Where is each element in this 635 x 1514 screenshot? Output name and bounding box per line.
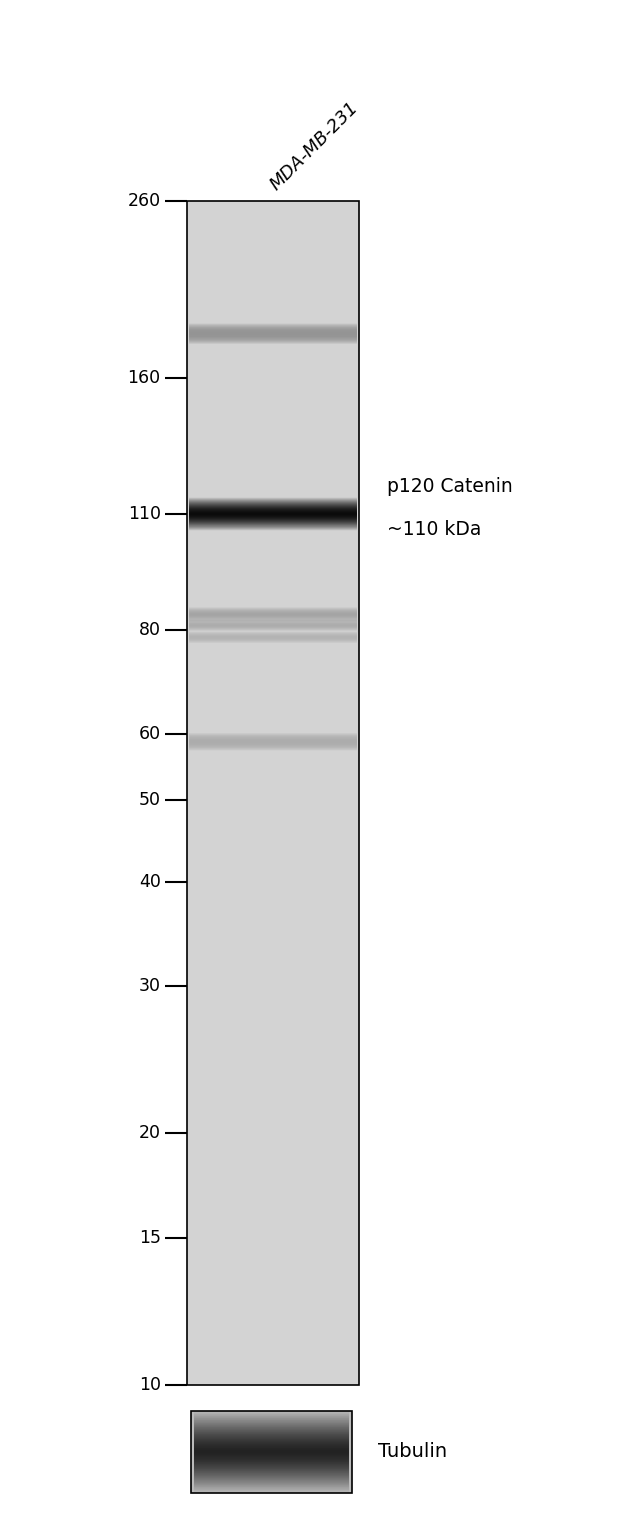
Text: p120 Catenin: p120 Catenin: [387, 477, 513, 497]
Text: 50: 50: [138, 792, 161, 810]
Text: 30: 30: [138, 977, 161, 995]
Text: 260: 260: [128, 192, 161, 210]
Text: 10: 10: [138, 1376, 161, 1394]
Text: MDA-MB-231: MDA-MB-231: [267, 98, 362, 194]
Text: 80: 80: [138, 621, 161, 639]
Text: Tubulin: Tubulin: [378, 1443, 447, 1461]
Text: 40: 40: [139, 872, 161, 890]
FancyBboxPatch shape: [190, 1411, 352, 1493]
FancyBboxPatch shape: [187, 201, 359, 1385]
Text: 15: 15: [138, 1229, 161, 1248]
Text: 60: 60: [138, 725, 161, 743]
Text: 110: 110: [128, 506, 161, 522]
Text: 20: 20: [138, 1125, 161, 1143]
Text: 160: 160: [128, 369, 161, 386]
Text: ~110 kDa: ~110 kDa: [387, 519, 482, 539]
